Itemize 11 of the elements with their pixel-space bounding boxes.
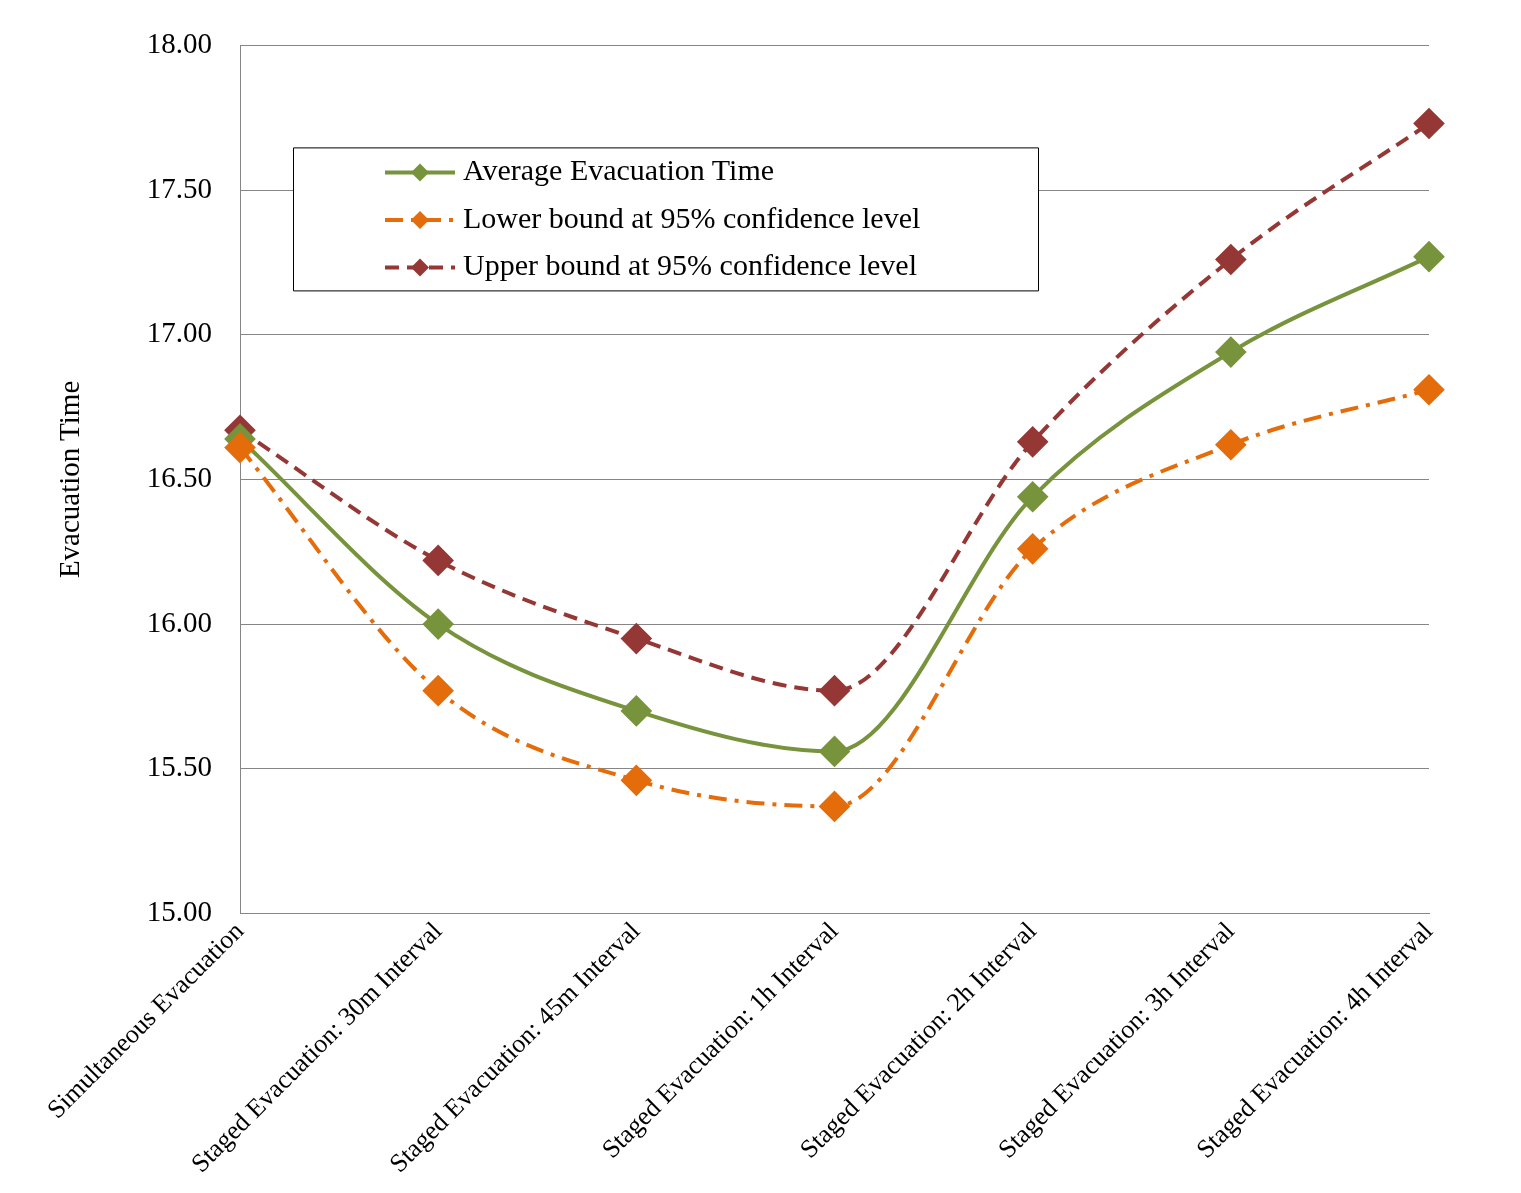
y-tick-label: 18.00 <box>146 27 212 60</box>
y-tick-label: 15.00 <box>146 895 212 928</box>
legend-label: Upper bound at 95% confidence level <box>463 248 917 282</box>
y-axis-title: Evacuation Time <box>53 380 86 579</box>
y-tick-label: 16.50 <box>146 461 212 494</box>
y-tick-label: 16.00 <box>146 605 212 638</box>
y-tick-label: 17.50 <box>146 171 212 204</box>
legend-label: Lower bound at 95% confidence level <box>463 200 921 234</box>
y-tick-label: 17.00 <box>146 316 212 349</box>
y-tick-label: 15.50 <box>146 750 212 783</box>
legend-label: Average Evacuation Time <box>463 153 775 187</box>
